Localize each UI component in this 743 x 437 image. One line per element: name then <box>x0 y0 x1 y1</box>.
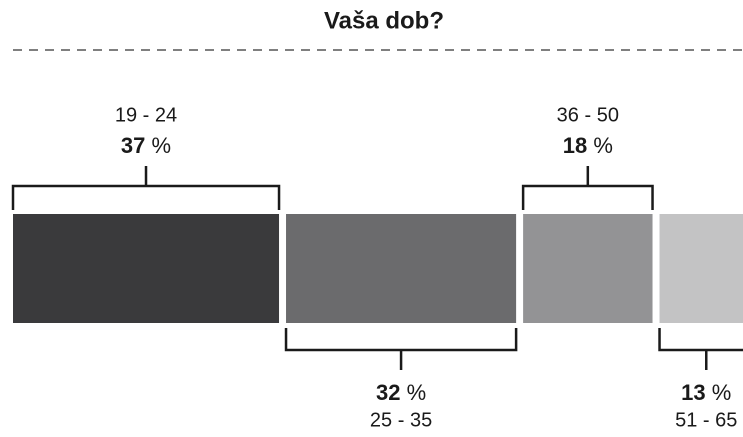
value-label: 18 % <box>563 133 613 158</box>
value-label: 13 % <box>681 380 731 405</box>
bar-segment <box>286 214 517 323</box>
bar-segment <box>13 214 280 323</box>
bracket <box>658 328 743 370</box>
value-unit: % <box>587 133 613 158</box>
value-label: 32 % <box>376 380 426 405</box>
bracket <box>284 328 518 370</box>
chart-title: Vaša dob? <box>324 7 444 34</box>
bar-segment <box>523 214 653 323</box>
value-number: 37 <box>121 133 145 158</box>
bar-segment <box>659 214 743 323</box>
bracket <box>11 166 281 210</box>
value-number: 32 <box>376 380 400 405</box>
value-unit: % <box>706 380 732 405</box>
value-number: 13 <box>681 380 705 405</box>
category-label: 25 - 35 <box>370 409 432 431</box>
category-label: 36 - 50 <box>557 104 619 126</box>
category-label: 19 - 24 <box>115 104 177 126</box>
category-label: 51 - 65 <box>675 409 737 431</box>
value-number: 18 <box>563 133 587 158</box>
value-unit: % <box>400 380 426 405</box>
bracket <box>521 166 654 210</box>
value-unit: % <box>145 133 171 158</box>
value-label: 37 % <box>121 133 171 158</box>
